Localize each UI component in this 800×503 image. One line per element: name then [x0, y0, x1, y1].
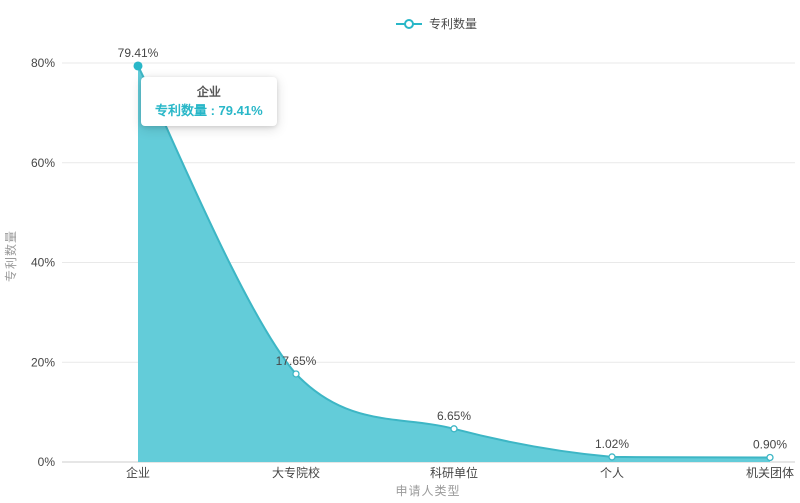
data-point[interactable]: [450, 425, 458, 433]
area-fill: [138, 65, 770, 462]
x-axis-title: 申请人类型: [395, 484, 461, 498]
x-category-label: 企业: [126, 465, 150, 480]
tooltip-category: 企业: [196, 85, 221, 99]
data-point[interactable]: [608, 453, 616, 461]
y-axis-title: 专利数量: [4, 230, 18, 283]
y-tick-label: 80%: [31, 56, 55, 70]
data-label: 79.41%: [118, 46, 159, 60]
data-point[interactable]: [292, 370, 300, 378]
y-tick-label: 20%: [31, 355, 55, 369]
data-point-active[interactable]: [133, 61, 143, 71]
series-line: [137, 65, 771, 459]
data-label: 0.90%: [753, 438, 787, 452]
tooltip-value: 专利数量 : 79.41%: [155, 103, 263, 118]
y-tick-label: 60%: [31, 156, 55, 170]
y-tick-label: 40%: [31, 256, 55, 270]
data-label: 6.65%: [437, 409, 471, 423]
line-series-legend-icon: [396, 19, 422, 29]
data-label: 1.02%: [595, 437, 629, 451]
x-category-label: 大专院校: [272, 465, 320, 480]
x-category-label: 个人: [600, 466, 624, 480]
data-label: 17.65%: [276, 354, 317, 368]
legend-item-patent-count[interactable]: 专利数量: [396, 15, 477, 33]
x-category-label: 机关团体: [746, 466, 794, 480]
x-category-label: 科研单位: [430, 465, 478, 480]
legend-label: 专利数量: [429, 17, 478, 31]
data-point[interactable]: [766, 453, 774, 462]
tooltip: 企业 专利数量 : 79.41%: [141, 77, 277, 126]
y-tick-label: 0%: [38, 455, 56, 469]
